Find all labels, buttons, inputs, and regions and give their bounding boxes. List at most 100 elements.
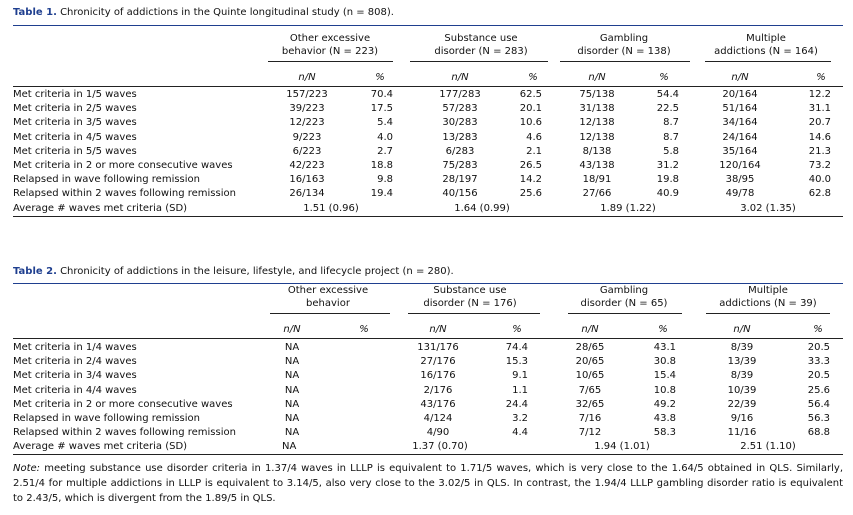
cell-n-over-N: 9/16 [730, 413, 754, 424]
cell-n-over-N: 13/39 [727, 356, 757, 368]
note-label: Note: [13, 463, 41, 474]
cell-n-over-N: 32/65 [575, 398, 605, 410]
avg-value: 1.51 (0.96) [303, 202, 359, 214]
subheader-percent: % [375, 72, 385, 83]
cell-percent: 20.5 [807, 370, 830, 382]
subheader-percent: % [359, 324, 369, 335]
cell-n-over-N: 4/124 [423, 413, 453, 424]
cell-percent: 20.5 [807, 342, 830, 353]
cell-percent: 73.2 [808, 160, 831, 171]
cell-n-over-N: 75/283 [442, 160, 478, 171]
table2-caption: Table 2. Chronicity of addictions in the… [13, 266, 454, 277]
cell-percent: 31.2 [656, 160, 679, 171]
cell-percent: 56.3 [807, 413, 830, 424]
avg-value: 3.02 (1.35) [740, 202, 796, 214]
cell-n-over-N: 35/164 [722, 145, 758, 157]
cell-n-over-N: 20/164 [722, 89, 758, 100]
cell-n-over-N: 43/138 [579, 160, 615, 171]
avg-row-label: Average # waves met criteria (SD) [13, 202, 188, 214]
cell-n-over-N: 12/138 [579, 131, 615, 143]
cell-percent: 9.1 [512, 370, 528, 382]
cell-percent: 56.4 [807, 398, 830, 410]
subheader-n-over-N: n/N [588, 72, 606, 83]
group-header-line2: disorder (N = 65) [580, 298, 668, 309]
cell-n-over-N: 10/39 [727, 384, 757, 396]
cell-n-over-N: 8/39 [730, 342, 754, 353]
group-header-line2: disorder (N = 283) [434, 46, 528, 57]
cell-percent: 4.6 [526, 131, 542, 143]
cell-percent: 3.2 [512, 413, 528, 424]
cell-percent: 31.1 [808, 103, 831, 115]
avg-value: 1.64 (0.99) [454, 202, 510, 214]
subheader-percent: % [658, 324, 668, 335]
table-note: Note: meeting substance use disorder cri… [13, 461, 843, 506]
cell-percent: 15.4 [653, 370, 676, 382]
cell-n-over-N: 40/156 [442, 188, 478, 200]
row-label: Met criteria in 2/4 waves [13, 356, 137, 368]
cell-percent: 25.6 [519, 188, 542, 200]
cell-percent: 4.0 [377, 131, 393, 143]
subheader-rule [13, 86, 843, 87]
cell-percent: 70.4 [370, 89, 393, 100]
cell-n-over-N: 2/176 [423, 384, 453, 396]
cell-n-over-N: 7/65 [578, 384, 602, 396]
group-header-line1: Other excessive [289, 33, 371, 44]
cell-percent: 49.2 [653, 398, 676, 410]
cell-n-over-N: NA [284, 413, 300, 424]
subheader-n-over-N: n/N [298, 72, 316, 83]
cell-percent: 15.3 [505, 356, 528, 368]
cell-n-over-N: 28/65 [575, 342, 605, 353]
cell-percent: 26.5 [519, 160, 542, 171]
cell-n-over-N: 16/176 [420, 370, 456, 382]
row-label: Met criteria in 2 or more consecutive wa… [13, 398, 233, 410]
cell-n-over-N: NA [284, 342, 300, 353]
cell-percent: 25.6 [807, 384, 830, 396]
row-label: Met criteria in 2/5 waves [13, 103, 137, 115]
avg-value: 1.94 (1.01) [594, 441, 650, 453]
cell-n-over-N: NA [284, 427, 300, 439]
cell-n-over-N: 131/176 [417, 342, 459, 353]
cell-percent: 18.8 [370, 160, 393, 171]
avg-row-label: Average # waves met criteria (SD) [13, 441, 188, 453]
cell-n-over-N: NA [284, 384, 300, 396]
subheader-n-over-N: n/N [451, 72, 469, 83]
group-header-rule [270, 313, 390, 314]
cell-percent: 12.2 [808, 89, 831, 100]
table2-top-rule [13, 283, 843, 284]
cell-percent: 14.6 [808, 131, 831, 143]
group-header-rule [568, 313, 682, 314]
group-header-line1: Other excessive [287, 285, 369, 296]
cell-n-over-N: 20/65 [575, 356, 605, 368]
cell-n-over-N: NA [284, 356, 300, 368]
group-header-rule [410, 61, 548, 62]
avg-value: NA [282, 441, 297, 453]
table1-top-rule [13, 25, 843, 26]
subheader-percent: % [512, 324, 522, 335]
cell-n-over-N: 31/138 [579, 103, 615, 115]
cell-n-over-N: NA [284, 370, 300, 382]
group-header-line1: Substance use [433, 285, 507, 296]
cell-n-over-N: 24/164 [722, 131, 758, 143]
note-text: meeting substance use disorder criteria … [13, 463, 843, 504]
cell-n-over-N: 30/283 [442, 117, 478, 129]
row-label: Met criteria in 3/4 waves [13, 370, 137, 382]
cell-n-over-N: 177/283 [439, 89, 481, 100]
cell-percent: 58.3 [653, 427, 676, 439]
cell-percent: 2.1 [526, 145, 542, 157]
cell-percent: 8.7 [663, 131, 679, 143]
cell-percent: 9.8 [377, 174, 393, 186]
cell-n-over-N: 7/12 [578, 427, 602, 439]
avg-value: 1.89 (1.22) [600, 202, 656, 214]
cell-n-over-N: 34/164 [722, 117, 758, 129]
table-bottom-rule [13, 215, 843, 217]
subheader-n-over-N: n/N [731, 72, 749, 83]
group-header-rule [408, 313, 540, 314]
group-header-line1: Substance use [444, 33, 518, 44]
row-label: Relapsed within 2 waves following remiss… [13, 427, 236, 439]
group-header-rule [268, 61, 393, 62]
table2-label: Table 2. [13, 266, 57, 277]
subheader-n-over-N: n/N [429, 324, 447, 335]
group-header-line2: behavior [306, 298, 350, 309]
cell-percent: 1.1 [512, 384, 528, 396]
cell-n-over-N: 6/283 [445, 145, 475, 157]
